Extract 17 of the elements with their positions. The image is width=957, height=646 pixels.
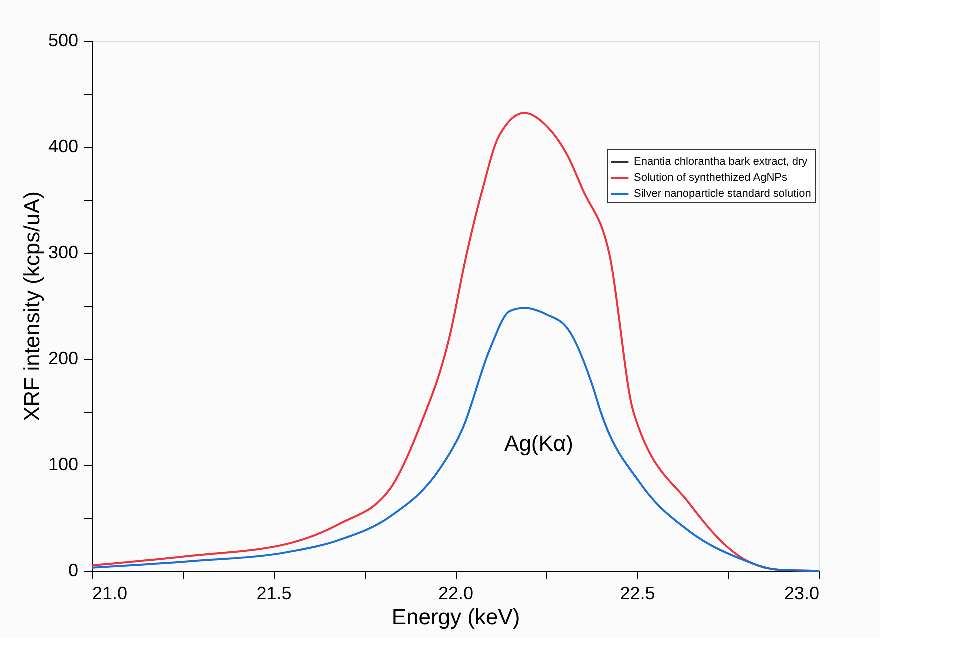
legend-label: Silver nanoparticle standard solution: [634, 188, 812, 200]
legend-label: Enantia chlorantha bark extract, dry: [634, 156, 808, 168]
x-tick-label: 21.5: [256, 584, 292, 604]
x-tick-label: 23.0: [784, 584, 820, 604]
y-tick-label: 100: [48, 454, 78, 474]
y-tick-label: 500: [48, 30, 78, 50]
y-tick-label: 400: [48, 136, 78, 156]
x-axis-title: Energy (keV): [392, 604, 520, 630]
y-tick-label: 200: [48, 348, 78, 368]
annotation: Ag(Kα): [504, 431, 574, 456]
legend-label: Solution of synthethized AgNPs: [634, 172, 788, 184]
x-tick-label: 22.0: [438, 584, 474, 604]
y-tick-label: 300: [48, 242, 78, 262]
y-tick-label: 0: [68, 560, 78, 580]
y-axis-title: XRF intensity (kcps/uA): [19, 192, 44, 422]
x-tick-label: 21.0: [92, 584, 128, 604]
x-tick-label: 22.5: [620, 584, 656, 604]
